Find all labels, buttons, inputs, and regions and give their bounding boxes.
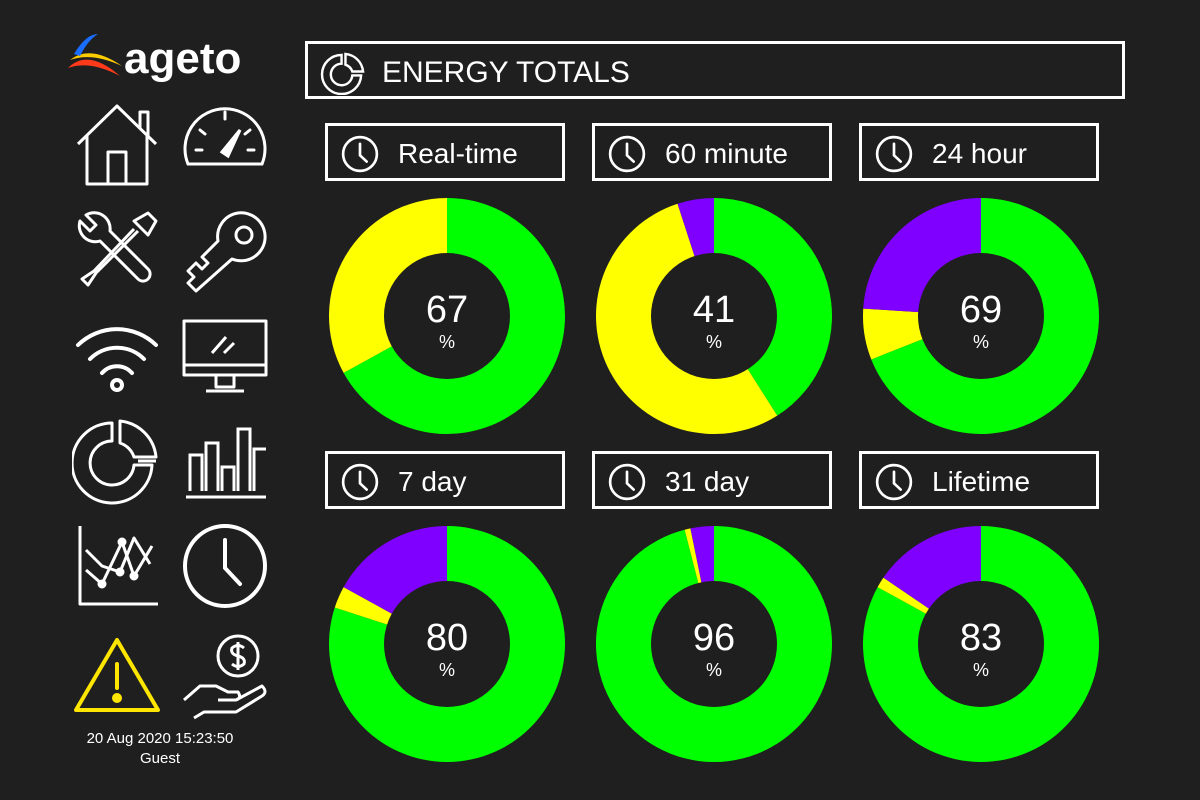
donut-hole — [918, 581, 1044, 707]
tab-24-hour[interactable]: 24 hour — [859, 123, 1099, 181]
tab-60-minute[interactable]: 60 minute — [592, 123, 832, 181]
brand-name: ageto — [124, 34, 242, 83]
clock-icon — [341, 135, 379, 173]
page-title-bar: ENERGY TOTALS — [305, 41, 1125, 99]
tab-label: Real-time — [398, 138, 518, 169]
line-chart-icon[interactable] — [72, 520, 162, 610]
tab-lifetime[interactable]: Lifetime — [859, 451, 1099, 509]
donut-hole — [918, 253, 1044, 379]
donut-chart-7-day: 80 % — [327, 524, 567, 764]
donut-hole — [651, 581, 777, 707]
clock-icon — [608, 463, 646, 501]
donut-value: 80 — [425, 617, 469, 659]
bar-chart-icon[interactable] — [180, 415, 270, 505]
tab-label: 60 minute — [665, 138, 788, 169]
home-icon[interactable] — [72, 100, 162, 190]
tab-7-day[interactable]: 7 day — [325, 451, 565, 509]
donut-svg — [863, 198, 1099, 434]
donut-chart-31-day: 96 % — [594, 524, 834, 764]
key-icon[interactable] — [180, 205, 270, 295]
donut-unit: % — [972, 332, 989, 352]
clock-icon — [341, 463, 379, 501]
page-title: ENERGY TOTALS — [382, 56, 630, 89]
footer-user: Guest — [139, 750, 181, 767]
clock-icon — [875, 135, 913, 173]
ageto-logo: ageto — [66, 30, 276, 90]
donut-svg — [329, 526, 565, 762]
donut-hole — [651, 253, 777, 379]
monitor-icon[interactable] — [180, 315, 270, 405]
donut-chart-real-time: 67 % — [327, 196, 567, 436]
tab-31-day[interactable]: 31 day — [592, 451, 832, 509]
donut-value: 69 — [959, 289, 1003, 331]
donut-unit: % — [705, 660, 722, 680]
pie-chart-icon — [320, 52, 365, 95]
tab-real-time[interactable]: Real-time — [325, 123, 565, 181]
clock-icon — [608, 135, 646, 173]
donut-chart-24-hour: 69 % — [861, 196, 1101, 436]
tab-label: 31 day — [665, 466, 750, 497]
donut-value: 67 — [425, 289, 469, 331]
donut-chart-60-minute: 41 % — [594, 196, 834, 436]
tools-icon[interactable] — [72, 205, 162, 295]
tab-label: Lifetime — [932, 466, 1031, 497]
money-hand-icon[interactable] — [180, 630, 270, 720]
donut-value: 41 — [692, 289, 736, 331]
footer-datetime: 20 Aug 2020 15:23:50 — [86, 730, 234, 747]
warning-icon[interactable] — [72, 630, 162, 720]
donut-svg — [329, 198, 565, 434]
tab-label: 24 hour — [932, 138, 1027, 169]
donut-value: 83 — [959, 617, 1003, 659]
donut-chart-lifetime: 83 % — [861, 524, 1101, 764]
donut-svg — [596, 526, 832, 762]
logo-swoosh-icon — [68, 34, 122, 76]
donut-value: 96 — [692, 617, 736, 659]
donut-hole — [384, 581, 510, 707]
tab-label: 7 day — [398, 466, 467, 497]
donut-svg — [596, 198, 832, 434]
speedometer-icon[interactable] — [180, 100, 270, 190]
donut-svg — [863, 526, 1099, 762]
donut-unit: % — [438, 660, 455, 680]
donut-unit: % — [972, 660, 989, 680]
wifi-icon[interactable] — [72, 315, 162, 405]
clock-icon — [875, 463, 913, 501]
clock-icon[interactable] — [180, 520, 270, 610]
donut-hole — [384, 253, 510, 379]
donut-unit: % — [438, 332, 455, 352]
pie-chart-icon[interactable] — [70, 415, 162, 505]
donut-unit: % — [705, 332, 722, 352]
